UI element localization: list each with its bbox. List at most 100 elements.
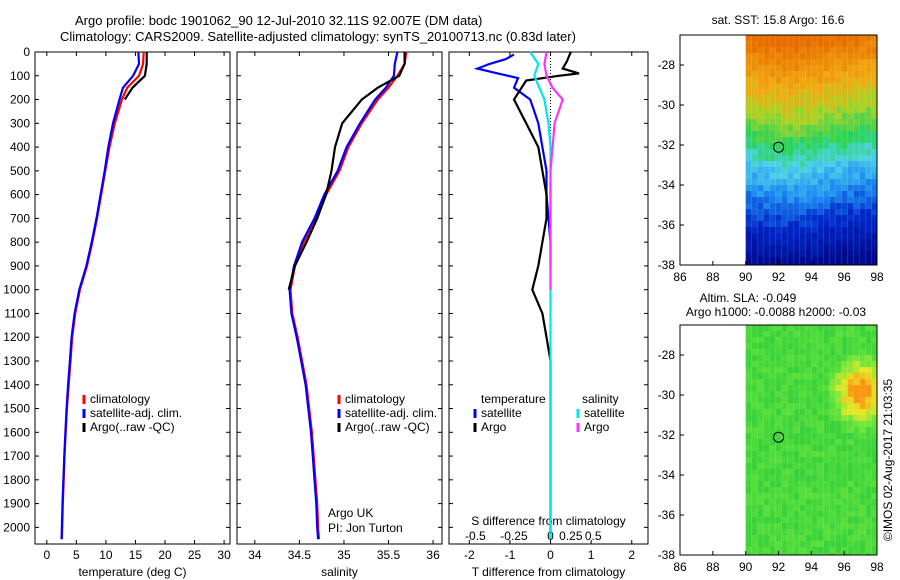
temperature-legend-label: Argo(..raw -QC) (90, 420, 175, 434)
depth-tick-label: 1300 (3, 354, 30, 368)
depth-tick-label: 1700 (3, 449, 30, 463)
sst-map-xtick-label: 88 (706, 270, 720, 284)
depth-tick-label: 2000 (3, 520, 30, 534)
annotation-pi: PI: Jon Turton (328, 521, 403, 535)
salinity-xtick-label: 36 (426, 548, 440, 562)
salinity-diff-tick-label: -0.25 (500, 529, 528, 543)
sst-map-ytick-label: -34 (658, 178, 676, 192)
sst-map-argo-marker (773, 141, 785, 153)
differences-xtick-label: -2 (464, 548, 475, 562)
salinity-diff-tick-label: 0.25 (559, 529, 583, 543)
diff-legend-label: satellite (481, 406, 522, 420)
salinity-legend-label: climatology (345, 392, 405, 406)
salinity-diff-tick-label: 0.5 (585, 529, 602, 543)
salinity-diff-tick-label: -0.5 (465, 529, 486, 543)
diff-legend-label: satellite (584, 406, 625, 420)
depth-tick-label: 1800 (3, 473, 30, 487)
sla-map-xtick-label: 96 (837, 560, 851, 574)
depth-tick-label: 700 (10, 211, 30, 225)
depth-tick-label: 300 (10, 116, 30, 130)
sla-map-subtitle: Argo h1000: -0.0088 h2000: -0.03 (686, 305, 866, 319)
sla-map-xtick-label: 94 (805, 560, 819, 574)
sst-map-title: sat. SST: 15.8 Argo: 16.6 (712, 13, 845, 27)
sst-map-ytick-label: -36 (658, 218, 676, 232)
imos-timestamp: ©IMOS 02-Aug-2017 21:03:35 (881, 379, 895, 542)
sst-map-xtick-label: 90 (739, 270, 753, 284)
depth-tick-label: 900 (10, 259, 30, 273)
temperature-legend-label: satellite-adj. clim. (90, 406, 182, 420)
salinity-xtick-label: 35.5 (377, 548, 401, 562)
depth-tick-label: 600 (10, 188, 30, 202)
salinity-xtick-label: 34 (248, 548, 262, 562)
temperature-axes-box (34, 51, 231, 545)
differences-xtick-label: 2 (628, 548, 635, 562)
sst-map-xtick-label: 96 (837, 270, 851, 284)
depth-tick-label: 800 (10, 235, 30, 249)
differences-xtick-label: 0 (547, 548, 554, 562)
sst-map-ytick-label: -32 (658, 138, 676, 152)
sla-map-ytick-label: -36 (658, 508, 676, 522)
sla-map-xtick-label: 86 (673, 560, 687, 574)
salinity-xtick-label: 35 (337, 548, 351, 562)
salinity-diff-xlabel: S difference from climatology (471, 514, 626, 528)
sst-map-ytick-label: -38 (658, 258, 676, 272)
salinity-legend-label: satellite-adj. clim. (345, 406, 437, 420)
depth-tick-label: 1400 (3, 378, 30, 392)
depth-tick-label: 1900 (3, 497, 30, 511)
depth-tick-label: 0 (23, 45, 30, 59)
diff-legend-temp-title: temperature (481, 392, 546, 406)
sst-map-xtick-label: 92 (772, 270, 786, 284)
temperature-xtick-label: 10 (99, 548, 113, 562)
depth-tick-label: 1200 (3, 330, 30, 344)
salinity-legend-label: Argo(..raw -QC) (345, 420, 430, 434)
temperature-xlabel: temperature (deg C) (78, 565, 186, 579)
temperature-series-2 (123, 52, 148, 101)
temperature-xtick-label: 20 (158, 548, 172, 562)
sla-map-argo-marker (773, 431, 785, 443)
sst-map-xtick-label: 98 (870, 270, 884, 284)
diff-legend-label: Argo (584, 420, 610, 434)
salinity-xtick-label: 34.5 (288, 548, 312, 562)
salinity-xlabel: salinity (321, 565, 358, 579)
sla-map-xtick-label: 98 (870, 560, 884, 574)
temperature-xtick-label: 25 (188, 548, 202, 562)
sla-map-ytick-label: -32 (658, 428, 676, 442)
sst-map-ytick-label: -30 (658, 98, 676, 112)
depth-tick-label: 1000 (3, 283, 30, 297)
sla-map-xtick-label: 88 (706, 560, 720, 574)
differences-xtick-label: -1 (505, 548, 516, 562)
sla-map-ytick-label: -30 (658, 388, 676, 402)
sla-map-xtick-label: 90 (739, 560, 753, 574)
depth-tick-label: 500 (10, 164, 30, 178)
depth-tick-label: 200 (10, 93, 30, 107)
sst-map-ytick-label: -28 (658, 58, 676, 72)
depth-tick-label: 400 (10, 140, 30, 154)
diff-legend-sal-title: salinity (582, 392, 619, 406)
salinity-axes-box (236, 51, 443, 545)
diff-legend-label: Argo (481, 420, 507, 434)
temperature-xtick-label: 0 (43, 548, 50, 562)
sla-map-ytick-label: -28 (658, 348, 676, 362)
annotation-argo-uk: Argo UK (328, 506, 373, 520)
sla-map-ytick-label: -38 (658, 548, 676, 562)
depth-tick-label: 1600 (3, 425, 30, 439)
temperature-legend-label: climatology (90, 392, 150, 406)
temperature-xtick-label: 15 (129, 548, 143, 562)
depth-tick-label: 1500 (3, 402, 30, 416)
temperature-series-1 (60, 51, 141, 540)
sla-map-title: Altim. SLA: -0.049 (700, 291, 797, 305)
figure-title-line2: Climatology: CARS2009. Satellite-adjuste… (60, 29, 576, 44)
diff-series-3 (543, 51, 564, 290)
salinity-series-2 (287, 52, 406, 290)
sla-map-xtick-label: 92 (772, 560, 786, 574)
sla-map-ytick-label: -34 (658, 468, 676, 482)
differences-xtick-label: 1 (588, 548, 595, 562)
sst-map-xtick-label: 94 (805, 270, 819, 284)
sla-map-field (745, 325, 877, 555)
differences-xlabel: T difference from climatology (472, 565, 626, 579)
figure-title-line1: Argo profile: bodc 1901062_90 12-Jul-201… (75, 13, 483, 28)
depth-tick-label: 100 (10, 69, 30, 83)
sst-map-xtick-label: 86 (673, 270, 687, 284)
